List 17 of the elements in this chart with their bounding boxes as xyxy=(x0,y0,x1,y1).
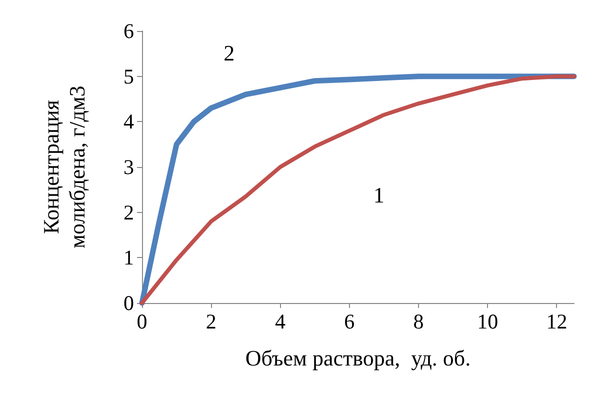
x-tick-label: 10 xyxy=(477,310,498,334)
text: 1 xyxy=(373,182,384,208)
series-label: 2 xyxy=(224,40,235,66)
x-tick-label: 12 xyxy=(546,310,568,334)
y-tick-label: 6 xyxy=(124,19,134,43)
y-tick-label: 3 xyxy=(124,155,134,179)
x-tick-label: 2 xyxy=(206,310,216,334)
y-tick-label: 0 xyxy=(124,291,134,315)
y-tick-label: 5 xyxy=(124,64,134,88)
x-tick-label: 6 xyxy=(344,310,355,334)
y-tick-label: 4 xyxy=(124,110,134,134)
x-tick-label: 4 xyxy=(274,310,286,334)
y-tick-label: 2 xyxy=(124,200,134,224)
y-tick-label: 1 xyxy=(124,246,134,270)
x-axis-title: Объем раствора, уд. об. xyxy=(245,346,471,370)
x-tick-label: 8 xyxy=(413,310,424,334)
y-axis-title: Концентрация молибдена, г/дм3 xyxy=(38,86,90,248)
